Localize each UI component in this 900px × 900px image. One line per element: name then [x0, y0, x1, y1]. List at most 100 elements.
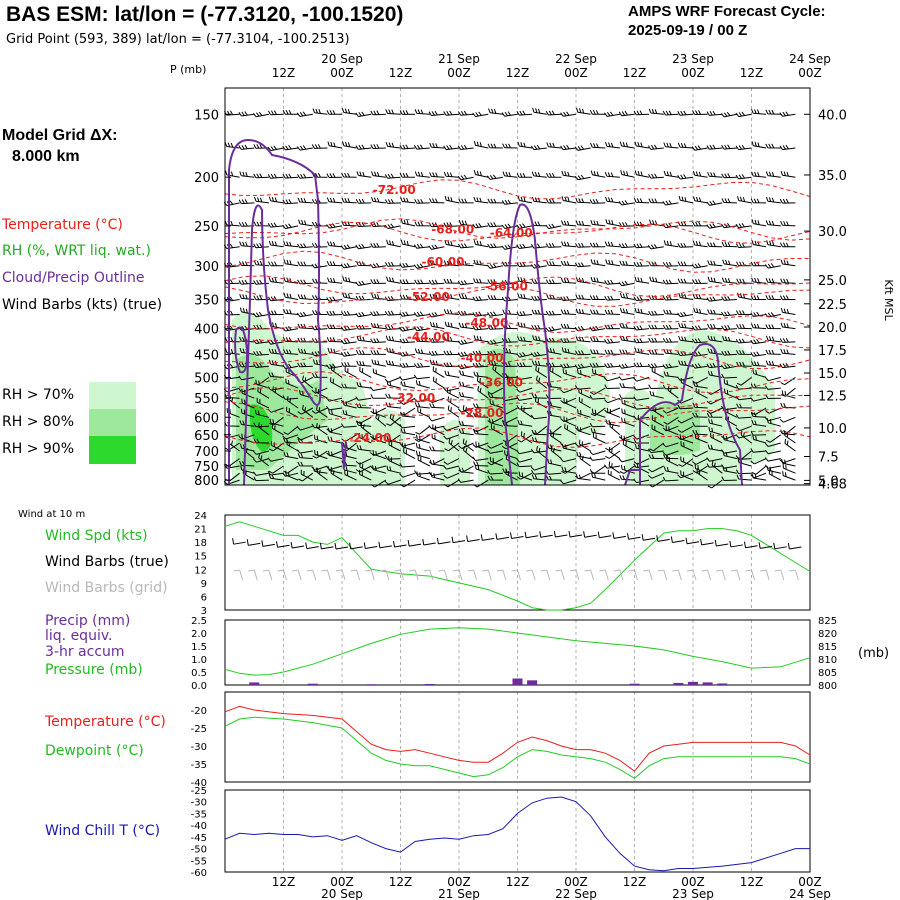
wind-barb-412	[443, 278, 460, 284]
wind-barb-693	[591, 408, 606, 418]
wind-barb-454	[462, 438, 474, 452]
wind-barb-707	[604, 241, 620, 248]
wind-barb-624	[561, 196, 577, 204]
wind-barb-301	[384, 223, 401, 229]
wind-barb-84	[268, 196, 284, 204]
height-tick-7: 15.0	[818, 367, 847, 382]
wind-barb-1005	[764, 263, 781, 269]
wind-barb-223	[342, 276, 357, 284]
sfc-barb-true-13	[422, 538, 436, 546]
wind-barb-289	[375, 413, 387, 427]
wind-barb-370	[415, 425, 431, 435]
wind-barb-974	[751, 171, 767, 178]
wind-barb-190	[327, 141, 343, 149]
wind-barb-556	[516, 396, 533, 401]
wind-barb-1029	[779, 198, 796, 204]
wind-barb-418	[443, 362, 460, 368]
wind-barb-984	[750, 351, 767, 357]
legend-sfc-temperature: Temperature (°C)	[45, 714, 166, 730]
wind-barb-13	[223, 363, 240, 370]
wind-barb-298	[385, 142, 401, 149]
wind-barb-917	[707, 479, 723, 489]
wind-barb-155	[297, 434, 313, 441]
wind-barb-752	[618, 458, 635, 463]
legend-rh70-swatch	[89, 382, 136, 409]
wind-barb-369	[417, 407, 431, 418]
wind-barb-70	[257, 386, 270, 399]
wind-barb-884	[692, 429, 708, 436]
wind-barb-919	[721, 144, 737, 150]
sfc-barb-true-29	[656, 535, 670, 542]
wind-speed-line	[224, 521, 811, 611]
wind-barb-101	[271, 423, 284, 436]
wind-barb-860	[678, 458, 694, 467]
sfc-barb-grid-23	[569, 569, 580, 581]
wind-barb-375	[417, 455, 431, 467]
sfc-temp-tick-3: -25	[191, 724, 207, 735]
wind-barb-678	[589, 199, 606, 204]
temp-contour-label-12: -24.00	[348, 431, 391, 445]
wind-barb-392	[432, 366, 445, 378]
wind-barb-783	[648, 108, 664, 115]
wind-barb-496	[487, 324, 503, 330]
sfc-barb-grid-6	[321, 569, 331, 581]
height-axis-title: Kft MSL	[882, 279, 895, 321]
wind-barb-345	[399, 442, 416, 447]
sfc-barb-grid-29	[657, 569, 668, 581]
temp-contour-label-1: -68.00	[431, 222, 474, 236]
wind-speed-tick-4: 15	[194, 552, 207, 563]
wind-barb-1036	[780, 322, 796, 330]
wind-barb-103	[271, 441, 284, 452]
wind-barb-195	[326, 260, 343, 267]
wind-barb-972	[751, 109, 767, 115]
temp-contour-label-6: -48.00	[465, 316, 508, 330]
wind-barb-123	[285, 378, 299, 389]
wind-barb-118	[282, 326, 299, 332]
wind-barb-632	[560, 338, 577, 343]
wind-barb-845	[678, 293, 694, 300]
wind-barb-830	[665, 425, 679, 436]
wind-barb-489	[487, 198, 503, 204]
wind-barb-767	[633, 338, 650, 344]
wind-barb-951	[736, 261, 752, 267]
wind-barb-629	[560, 296, 577, 302]
wind-barb-387	[428, 312, 445, 318]
wind-barb-297	[385, 109, 401, 115]
bottom-date-label-1: 21 Sep	[438, 887, 480, 900]
wind-barb-295	[372, 465, 387, 474]
wind-barb-870	[691, 263, 708, 269]
wind-barb-653	[575, 242, 591, 248]
wind-barb-469	[472, 325, 489, 331]
wind-barb-846	[677, 311, 694, 318]
wind-barb-438	[458, 260, 474, 267]
wind-barb-998	[751, 473, 767, 481]
wind-barb-74	[258, 422, 270, 436]
wind-barb-691	[589, 394, 606, 400]
wind-barb-508	[487, 449, 503, 454]
wind-barb-162	[312, 108, 328, 115]
temp-contour-label-2: -64.00	[490, 226, 533, 240]
wind-barb-408	[444, 195, 460, 204]
wind-barb-201	[327, 347, 343, 355]
wind-barb-337	[399, 362, 416, 368]
top-date-label-4: 24 Sep	[789, 52, 831, 66]
wind-barb-874	[691, 325, 708, 331]
wind-barb-115	[283, 277, 299, 284]
wind-barb-212	[328, 450, 343, 460]
wind-barb-592	[531, 470, 547, 475]
model-grid-label: Model Grid ΔX:	[2, 127, 118, 144]
wind-barb-501	[487, 387, 504, 395]
wind-barb-818	[662, 295, 679, 301]
wind-barb-1052	[782, 471, 796, 481]
wind-barb-108	[282, 109, 299, 115]
wind-barb-399	[431, 433, 445, 444]
wind-barb-500	[492, 364, 504, 378]
wind-barb-152	[297, 407, 314, 415]
wind-barb-985	[751, 361, 767, 367]
wind-barb-63	[253, 311, 269, 318]
wind-barb-743	[618, 376, 635, 381]
sfc-barb-true-37	[773, 542, 787, 550]
wind-barb-259	[355, 396, 372, 401]
wind-barb-321	[388, 455, 401, 467]
